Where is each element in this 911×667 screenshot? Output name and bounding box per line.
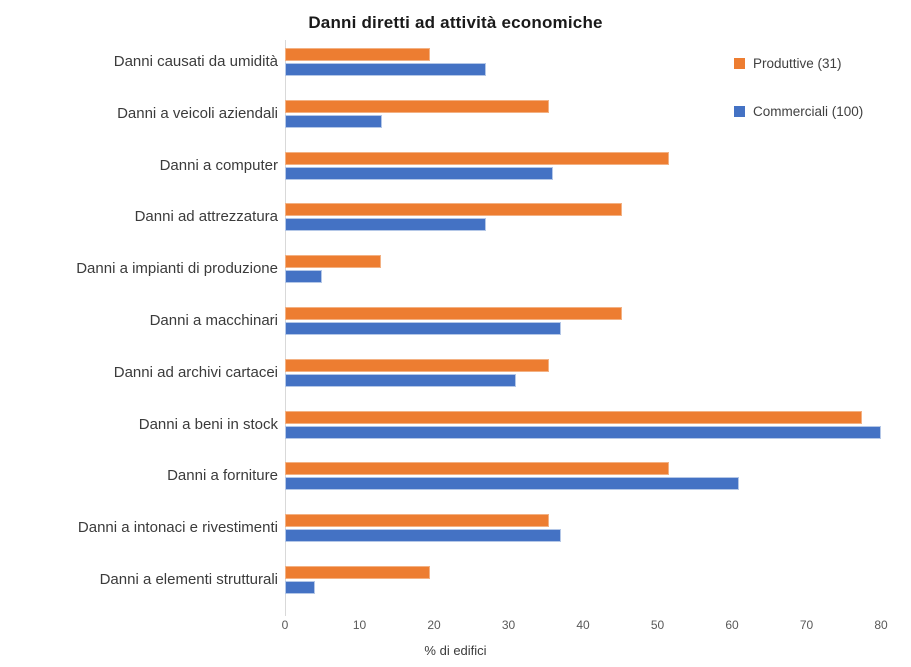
bar-produttive [285, 307, 622, 320]
bar-commerciali [285, 477, 740, 491]
x-axis-tick-label: 30 [501, 618, 516, 632]
legend-swatch-icon [734, 58, 745, 69]
bar-commerciali [285, 322, 561, 335]
bar-commerciali [285, 218, 487, 232]
category-label: Danni a intonaci e rivestimenti [77, 519, 278, 537]
x-axis-tick-label: 60 [725, 618, 739, 632]
x-axis-tick-label: 50 [650, 618, 665, 632]
category-label: Danni a impianti di produzione [76, 260, 278, 278]
bar-produttive [285, 566, 430, 579]
bar-produttive [285, 462, 670, 476]
x-axis-tick-label: 0 [281, 618, 289, 632]
bar-commerciali [285, 166, 554, 180]
category-label: Danni a veicoli aziendali [117, 104, 278, 122]
bar-commerciali [285, 63, 487, 76]
x-axis-tick-label: 80 [874, 618, 888, 632]
x-axis-tick-label: 70 [799, 618, 814, 632]
x-axis-label: % di edifici [424, 643, 487, 658]
bar-produttive [285, 203, 622, 217]
category-label: Danni a beni in stock [138, 415, 278, 433]
category-label: Danni a computer [159, 156, 278, 174]
legend-label: Commerciali (100) [753, 104, 864, 119]
legend-swatch-icon [734, 106, 745, 117]
legend-item: Produttive (31) [734, 56, 842, 71]
chart-title: Danni diretti ad attività economiche [308, 13, 603, 32]
category-label: Danni causati da umidità [113, 53, 278, 70]
category-label: Danni ad archivi cartacei [113, 363, 278, 381]
category-label: Danni a forniture [167, 467, 278, 485]
bar-commerciali [285, 270, 323, 284]
x-axis-tick-label: 40 [576, 618, 590, 632]
bar-produttive [285, 99, 550, 113]
bar-produttive [285, 151, 670, 165]
bar-commerciali [285, 114, 382, 128]
category-label: Danni a macchinari [149, 312, 278, 329]
legend-item: Commerciali (100) [734, 104, 863, 119]
category-label: Danni a elementi strutturali [99, 571, 278, 588]
category-label: Danni ad attrezzatura [134, 208, 278, 226]
bar-produttive [285, 358, 550, 372]
bar-produttive [285, 48, 430, 61]
x-axis-tick-label: 20 [427, 618, 441, 632]
bar-produttive [285, 410, 862, 424]
bar-produttive [285, 255, 382, 269]
bar-commerciali [285, 373, 516, 387]
bar-commerciali [285, 425, 881, 439]
x-axis-tick-label: 10 [352, 618, 367, 632]
bar-produttive [285, 514, 550, 528]
bar-commerciali [285, 581, 315, 594]
legend-label: Produttive (31) [753, 56, 842, 71]
bar-commerciali [285, 529, 561, 543]
